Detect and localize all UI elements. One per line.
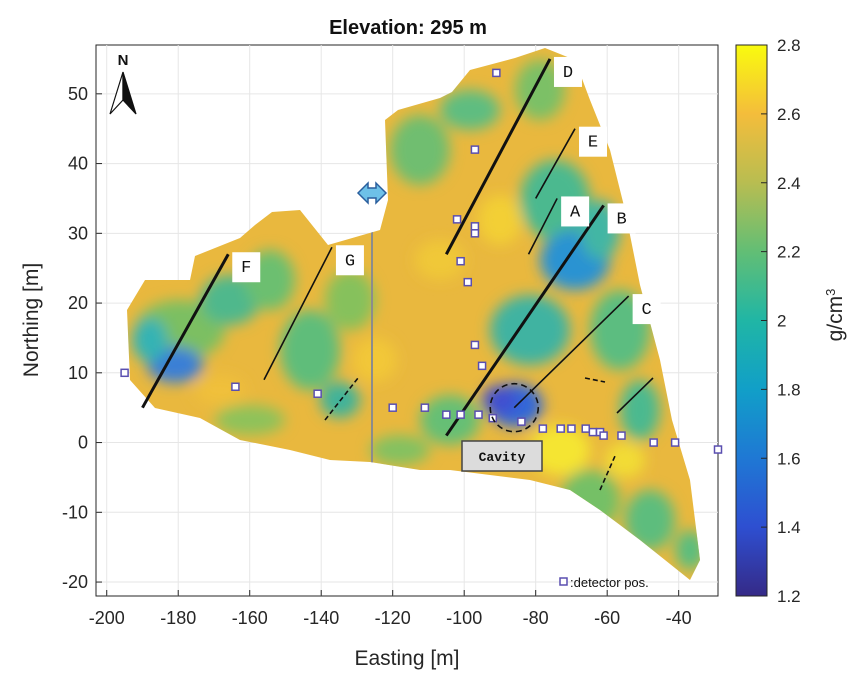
x-tick-label: -80 — [523, 608, 549, 628]
x-tick-labels: -200 -180 -160 -140 -120 -100 -80 -60 -40 — [89, 608, 692, 628]
y-tick-label: 40 — [68, 154, 88, 174]
detector-marker — [456, 256, 465, 266]
x-tick-label: -180 — [160, 608, 196, 628]
legend: :detector pos. — [559, 575, 649, 590]
y-tick-label: 30 — [68, 223, 88, 243]
annotation-lines — [324, 377, 654, 491]
fault-label-box — [232, 252, 261, 283]
fault-label-a: A — [570, 203, 581, 222]
detector-marker — [470, 229, 480, 238]
detector-marker — [581, 424, 590, 433]
colorbar-tick-label: 1.4 — [777, 518, 801, 537]
detector-legend-marker — [559, 577, 568, 586]
colorbar-tick-label: 2.4 — [777, 174, 801, 193]
fault-labels: D E A B C F G — [232, 56, 661, 325]
x-axis-label: Easting [m] — [354, 647, 459, 670]
fault-lines — [141, 58, 630, 437]
detector-marker — [463, 277, 473, 287]
y-tick-label: -10 — [62, 502, 88, 522]
detector-marker — [120, 368, 129, 378]
fault-label-f: F — [241, 259, 251, 278]
detector-markers — [120, 68, 723, 454]
detector-marker — [649, 438, 658, 447]
fault-label-box — [561, 196, 590, 227]
detector-marker — [599, 431, 608, 440]
colorbar-tick-label: 2.8 — [777, 36, 801, 55]
y-tick-labels: -20 -10 0 10 20 30 40 50 — [62, 84, 88, 592]
detector-marker — [231, 382, 240, 392]
detector-marker — [442, 410, 451, 419]
cavity-label: Cavity — [479, 450, 526, 465]
fault-label-box — [553, 56, 582, 87]
x-tick-label: -140 — [303, 608, 339, 628]
detector-marker — [670, 438, 680, 447]
y-axis-label: Northing [m] — [20, 263, 43, 377]
legend-text: :detector pos. — [570, 575, 649, 590]
fault-label-box — [632, 294, 661, 325]
fault-label-box — [335, 245, 364, 276]
fault-label-e: E — [588, 134, 598, 153]
fault-line-g — [263, 246, 333, 381]
cavity-circle — [489, 382, 540, 433]
y-tick-label: 50 — [68, 84, 88, 104]
svg-text:N: N — [118, 52, 129, 69]
colorbar-tick-label: 2.2 — [777, 243, 801, 262]
fault-line-f — [141, 253, 230, 409]
detector-marker — [420, 403, 430, 412]
fault-line-c — [513, 295, 630, 409]
fault-label-box — [579, 126, 608, 157]
detector-marker — [617, 431, 626, 440]
fault-label-d: D — [563, 64, 573, 83]
x-tick-label: -120 — [375, 608, 411, 628]
fault-line-a — [527, 198, 558, 255]
x-tick-label: -40 — [666, 608, 692, 628]
y-tick-label: 0 — [78, 433, 88, 453]
detector-marker — [313, 389, 322, 398]
detector-marker — [538, 424, 548, 433]
fault-label-box — [607, 203, 636, 234]
fault-line-e — [534, 128, 576, 199]
x-tick-label: -200 — [89, 608, 125, 628]
x-tick-label: -160 — [232, 608, 268, 628]
fault-label-b: B — [617, 210, 627, 229]
x-tick-label: -100 — [446, 608, 482, 628]
colorbar-tick-label: 1.2 — [777, 587, 801, 606]
colorbar-label: g/cm3 — [823, 289, 847, 342]
y-tick-label: 20 — [68, 293, 88, 313]
cavity-label-box: Cavity — [461, 440, 543, 472]
fault-line-d — [444, 58, 552, 255]
detector-marker — [474, 410, 483, 419]
detector-marker — [470, 222, 480, 231]
detector-marker — [517, 417, 526, 426]
detector-marker — [388, 403, 397, 412]
north-arrow-icon: N — [109, 52, 137, 115]
detector-marker — [713, 445, 723, 454]
x-tick-label: -60 — [594, 608, 620, 628]
y-tick-label: 10 — [68, 363, 88, 383]
detector-marker — [567, 424, 576, 433]
detector-marker — [470, 145, 480, 154]
fault-label-g: G — [345, 252, 355, 271]
colorbar-tick-label: 1.8 — [777, 380, 801, 399]
y-tick-label: -20 — [62, 572, 88, 592]
detector-marker — [588, 427, 598, 437]
fault-label-c: C — [642, 301, 652, 320]
colorbar-tick-label: 1.6 — [777, 449, 801, 468]
plot-title: Elevation: 295 m — [329, 17, 487, 39]
colorbar-tick-labels: 1.2 1.4 1.6 1.8 2 2.2 2.4 2.6 2.8 — [761, 36, 801, 606]
section-arrow-icon — [356, 181, 388, 205]
detector-marker — [456, 410, 465, 419]
detector-marker — [452, 215, 462, 224]
detector-marker — [477, 361, 487, 371]
fault-line-b — [445, 204, 605, 437]
detector-marker — [470, 340, 480, 350]
detector-marker — [556, 424, 565, 433]
detector-marker — [492, 68, 501, 78]
colorbar-tick-label: 2 — [777, 312, 786, 331]
colorbar-tick-label: 2.6 — [777, 105, 801, 124]
